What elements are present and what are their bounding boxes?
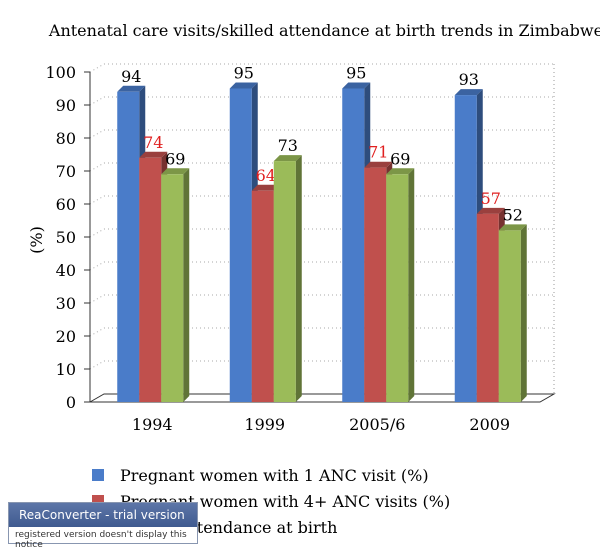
gridline-side <box>89 96 105 106</box>
bar <box>229 88 252 402</box>
legend-label: Pregnant women with 1 ANC visit (%) <box>120 465 429 485</box>
data-label: 95 <box>234 64 254 83</box>
y-axis-label: (%) <box>27 226 46 254</box>
bar-top <box>117 85 146 92</box>
bar-side <box>520 224 527 402</box>
y-tick-label: 70 <box>56 162 76 181</box>
legend-label: Pregnant women with 4+ ANC visits (%) <box>120 491 451 511</box>
bar <box>454 95 477 402</box>
y-tick-label: 0 <box>66 393 76 412</box>
chart-title: Antenatal care visits/skilled attendance… <box>48 21 600 40</box>
data-label: 74 <box>143 133 163 152</box>
y-tick-label: 90 <box>56 96 76 115</box>
x-tick-label: 1999 <box>244 415 285 434</box>
x-tick-label: 2009 <box>469 415 510 434</box>
gridline-side <box>89 195 105 205</box>
bar-top <box>342 82 371 89</box>
y-tick-label: 50 <box>56 228 76 247</box>
bar-side <box>295 155 302 402</box>
bar-top <box>476 207 505 214</box>
bar-top <box>364 161 393 168</box>
bar <box>342 88 365 402</box>
data-label: 71 <box>368 143 388 162</box>
bar-top <box>273 155 302 162</box>
bar <box>386 174 409 402</box>
gridline-side <box>89 294 105 304</box>
y-tick-label: 10 <box>56 360 76 379</box>
data-label: 64 <box>256 166 276 185</box>
chart-legend: Pregnant women with 1 ANC visit (%) Pregn… <box>92 462 450 540</box>
gridline-side <box>89 63 105 73</box>
y-tick-label: 100 <box>45 63 76 82</box>
watermark-brand: ReaConverter - trial version <box>9 503 197 527</box>
bar <box>251 190 274 402</box>
data-label: 57 <box>481 189 501 208</box>
bar <box>498 230 521 402</box>
bar-side <box>183 168 190 402</box>
watermark-note: registered version doesn't display this … <box>15 530 187 550</box>
data-label: 69 <box>390 149 410 168</box>
bar-top <box>498 224 527 231</box>
bar <box>364 167 387 402</box>
bar <box>476 213 499 402</box>
bar-side <box>408 168 415 402</box>
data-label: 93 <box>459 70 479 89</box>
bar-top <box>139 151 168 158</box>
bar-top <box>251 184 280 191</box>
y-tick-label: 80 <box>56 129 76 148</box>
bar <box>139 157 162 402</box>
bar-top <box>229 82 258 89</box>
gridline-side <box>89 261 105 271</box>
y-tick-label: 60 <box>56 195 76 214</box>
bar <box>161 174 184 402</box>
x-tick-label: 1994 <box>132 415 173 434</box>
bar-top <box>454 89 483 96</box>
gridline-side <box>89 360 105 370</box>
gridline-side <box>89 129 105 139</box>
bar-top <box>386 168 415 175</box>
data-label: 95 <box>346 64 366 83</box>
data-label: 69 <box>165 149 185 168</box>
bar <box>117 91 140 403</box>
legend-swatch <box>92 469 104 481</box>
data-label: 94 <box>121 67 141 86</box>
data-label: 73 <box>278 136 298 155</box>
y-tick-label: 20 <box>56 327 76 346</box>
y-tick-label: 30 <box>56 294 76 313</box>
legend-item: Pregnant women with 1 ANC visit (%) <box>92 462 450 488</box>
bar-top <box>161 168 190 175</box>
gridline-side <box>89 228 105 238</box>
gridline-side <box>89 327 105 337</box>
watermark-badge: ReaConverter - trial version registered … <box>8 502 198 550</box>
bar-chart-svg: Antenatal care visits/skilled attendance… <box>27 21 600 434</box>
gridline-side <box>89 162 105 172</box>
data-label: 52 <box>503 205 523 224</box>
bar <box>273 161 296 402</box>
x-tick-label: 2005/6 <box>349 415 405 434</box>
y-tick-label: 40 <box>56 261 76 280</box>
